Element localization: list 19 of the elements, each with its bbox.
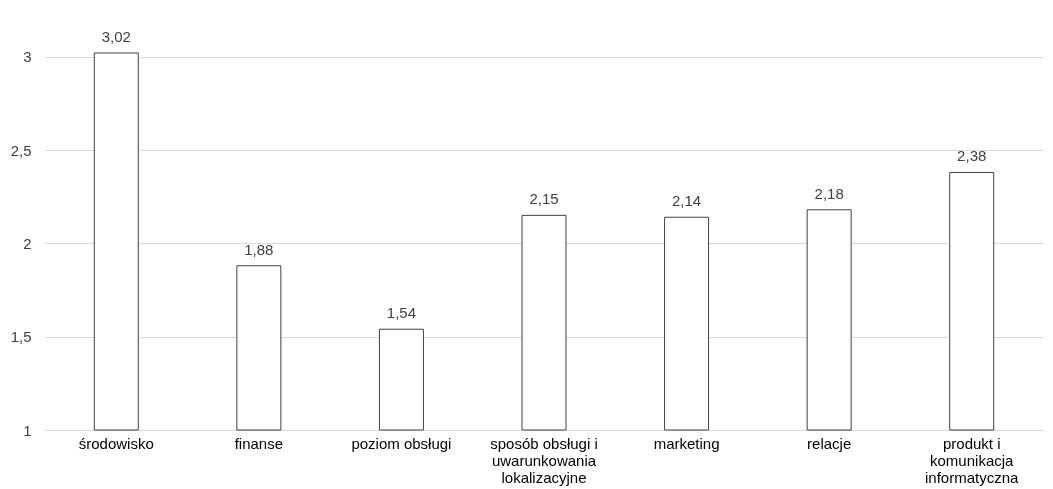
x-tick-label: poziom obsługi <box>351 434 452 452</box>
y-tick-label: 2 <box>23 234 32 252</box>
x-tick-label: produkt i komunikacja informatyczna <box>925 434 1020 486</box>
x-tick-label: sposób obsługi i uwarunkowania lokalizacyjne <box>490 434 598 486</box>
data-label: 2,38 <box>957 147 987 165</box>
y-tick-label: 1,5 <box>10 328 32 346</box>
x-tick-label: środowisko <box>78 434 154 452</box>
y-tick-label: 1 <box>23 421 32 439</box>
x-tick-label: marketing <box>653 434 720 452</box>
data-label: 2,18 <box>814 184 844 202</box>
data-label: 1,54 <box>386 304 417 322</box>
y-tick-label: 3 <box>23 48 32 66</box>
data-label: 2,15 <box>529 190 559 208</box>
y-tick-label: 2,5 <box>10 141 32 159</box>
data-label: 1,88 <box>244 240 274 258</box>
x-tick-label: relacje <box>807 434 852 452</box>
data-label: 3,02 <box>101 28 131 45</box>
x-tick-label: finanse <box>234 434 284 452</box>
data-label: 2,14 <box>671 192 702 210</box>
